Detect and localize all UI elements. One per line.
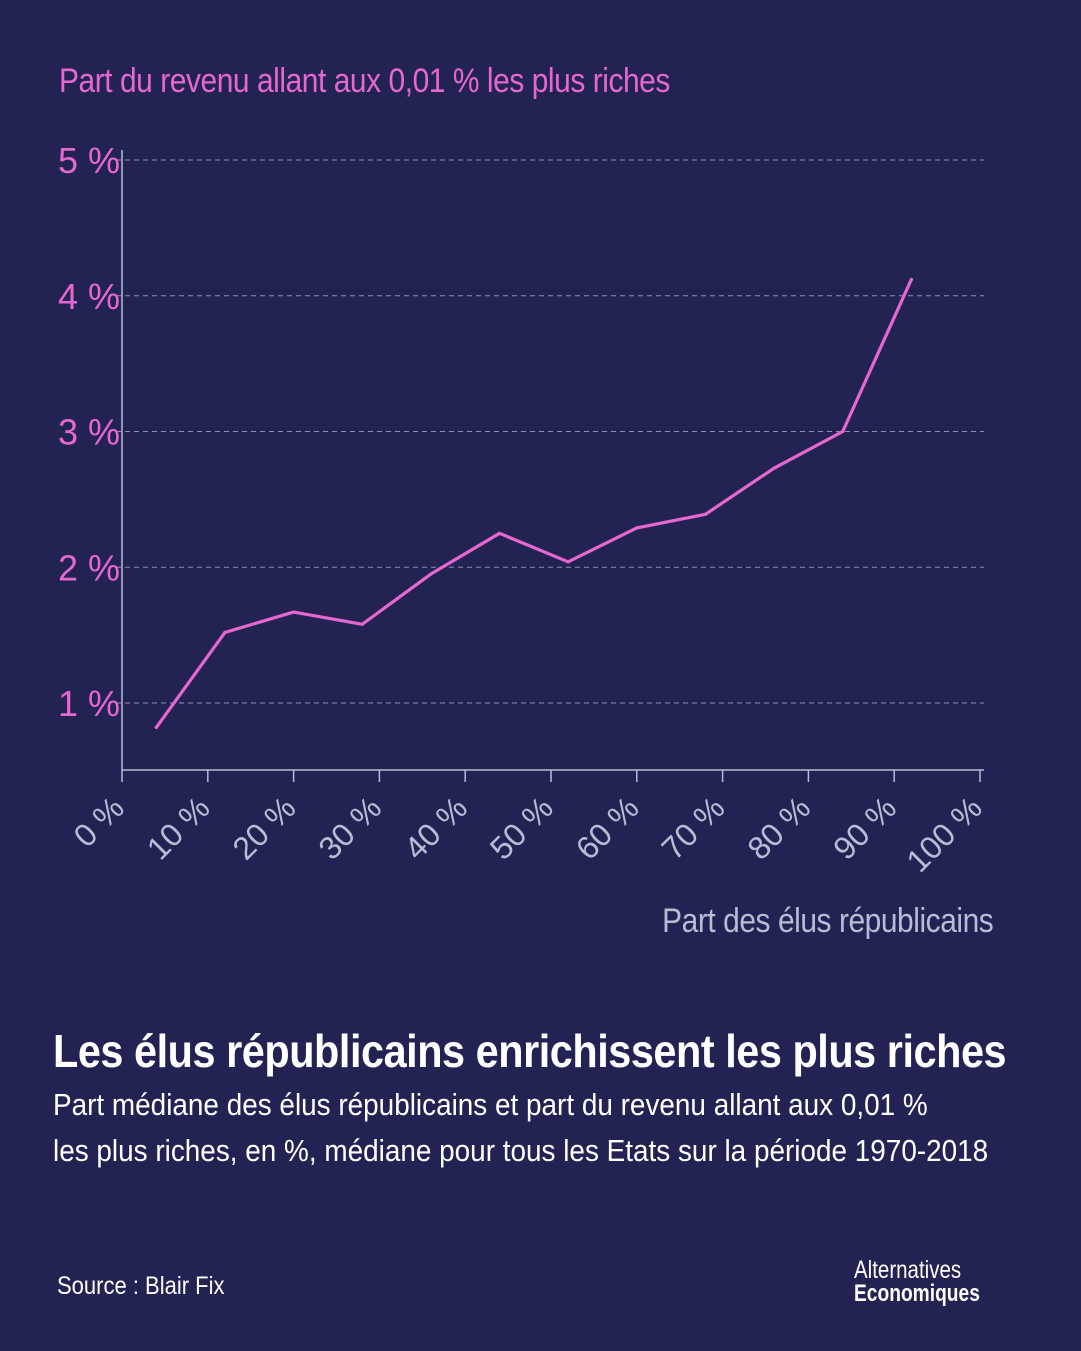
x-tick-label-10: 10 % bbox=[140, 789, 217, 866]
data-point-0 bbox=[154, 725, 158, 730]
gridlines bbox=[116, 159, 984, 704]
x-tick-label-40: 40 % bbox=[397, 789, 474, 866]
x-tick-label-100: 100 % bbox=[899, 789, 989, 879]
brand-logo: Alternatives Economiques bbox=[854, 1258, 1011, 1306]
series bbox=[154, 277, 913, 730]
y-tick-labels: 1 % 2 % 3 % 4 % 5 % bbox=[58, 140, 120, 724]
data-point-7 bbox=[635, 526, 639, 530]
y-tick-label-4: 4 % bbox=[58, 276, 120, 317]
axes bbox=[121, 150, 984, 782]
data-point-11 bbox=[909, 277, 913, 282]
data-point-9 bbox=[772, 466, 776, 470]
x-axis-title: Part des élus républicains bbox=[661, 902, 994, 940]
x-tick-label-90: 90 % bbox=[826, 789, 903, 866]
y-tick-label-5: 5 % bbox=[58, 140, 120, 181]
data-point-1 bbox=[223, 630, 227, 635]
source-note: Source : Blair Fix bbox=[57, 1272, 225, 1300]
logo-line-2: Economiques bbox=[853, 1280, 980, 1307]
chart-subtitle: Part médiane des élus républicains et pa… bbox=[53, 1082, 988, 1174]
data-point-3 bbox=[360, 622, 364, 626]
x-tick-labels: 0 % 10 % 20 % 30 % 40 % 50 % 60 % 70 % 80 % 90 %1… bbox=[67, 789, 989, 879]
chart-title: Les élus républicains enrichissent les p… bbox=[53, 1025, 1007, 1077]
data-point-10 bbox=[841, 429, 845, 434]
data-point-8 bbox=[703, 512, 708, 516]
line-chart: 1 % 2 % 3 % 4 % 5 % 0 % 10 % 20 % 30 % 40 % 50 % 6… bbox=[58, 140, 989, 879]
x-tick-label-20: 20 % bbox=[226, 789, 303, 866]
data-point-4 bbox=[429, 572, 433, 576]
x-tick-label-0: 0 % bbox=[67, 789, 131, 853]
y-tick-label-2: 2 % bbox=[58, 547, 120, 588]
data-point-5 bbox=[497, 531, 502, 535]
x-tick-label-30: 30 % bbox=[311, 789, 388, 866]
logo-line-1: Alternatives bbox=[853, 1256, 961, 1284]
x-tick-label-60: 60 % bbox=[569, 789, 646, 866]
series-line-0 bbox=[154, 277, 913, 730]
y-tick-label-3: 3 % bbox=[58, 412, 120, 453]
subtitle-line-1: Part médiane des élus républicains et pa… bbox=[53, 1087, 928, 1122]
x-tick-label-50: 50 % bbox=[483, 789, 560, 866]
data-point-6 bbox=[566, 560, 570, 564]
y-tick-label-1: 1 % bbox=[58, 683, 120, 724]
x-tick-label-80: 80 % bbox=[740, 789, 817, 866]
subtitle-line-2: les plus riches, en %, médiane pour tous… bbox=[53, 1133, 989, 1168]
y-axis-title: Part du revenu allant aux 0,01 % les plu… bbox=[59, 62, 670, 100]
x-tick-label-70: 70 % bbox=[655, 789, 732, 866]
data-point-2 bbox=[292, 610, 296, 614]
